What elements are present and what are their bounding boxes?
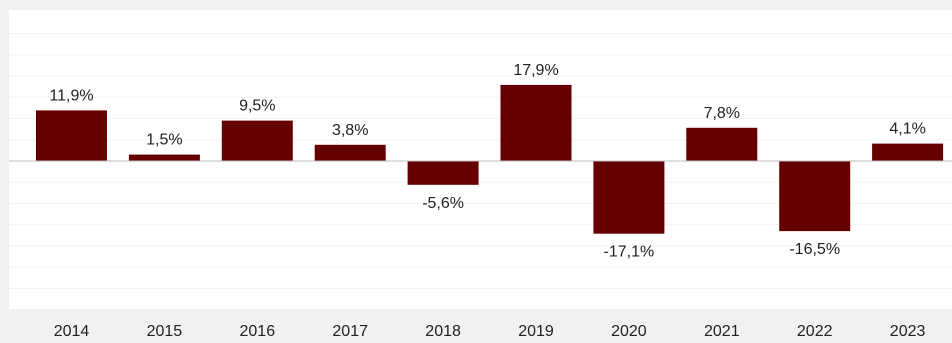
x-axis-ticks: 2014 2015 2016 2017 2018 2019 2020 2021 2022 2023 bbox=[54, 323, 926, 340]
bar-2023 bbox=[872, 143, 944, 161]
value-label-2016: 9,5% bbox=[239, 98, 275, 115]
value-label-2017: 3,8% bbox=[332, 122, 368, 139]
x-tick-2014: 2014 bbox=[54, 323, 90, 338]
x-tick-2017: 2017 bbox=[332, 323, 368, 338]
bar-2018 bbox=[407, 161, 479, 185]
bar-2015 bbox=[128, 154, 200, 161]
x-tick-2015: 2015 bbox=[147, 323, 183, 338]
value-label-2018: -5,6% bbox=[422, 195, 464, 212]
bar-2020 bbox=[593, 161, 665, 234]
x-tick-2016: 2016 bbox=[240, 323, 276, 338]
x-tick-2023: 2023 bbox=[890, 323, 926, 338]
value-label-2015: 1,5% bbox=[146, 132, 182, 149]
value-label-2020: -17,1% bbox=[604, 244, 655, 261]
value-label-2019: 17,9% bbox=[513, 62, 558, 79]
value-labels: 11,9% 1,5% 9,5% 3,8% -5,6% 17,9% -17,1% 7,8% -16… bbox=[49, 62, 925, 261]
x-tick-2021: 2021 bbox=[704, 323, 740, 338]
x-tick-2018: 2018 bbox=[425, 323, 461, 338]
bar-2021 bbox=[686, 127, 758, 161]
bar-2016 bbox=[221, 120, 293, 161]
bar-2017 bbox=[314, 144, 386, 161]
value-label-2014: 11,9% bbox=[49, 87, 93, 104]
x-tick-2020: 2020 bbox=[611, 323, 647, 338]
bar-2022 bbox=[779, 161, 851, 232]
value-label-2022: -16,5% bbox=[789, 241, 840, 258]
x-tick-2019: 2019 bbox=[518, 323, 554, 338]
bar-2019 bbox=[500, 84, 572, 161]
x-tick-2022: 2022 bbox=[797, 323, 833, 338]
value-label-2021: 7,8% bbox=[704, 105, 740, 122]
bars bbox=[36, 84, 944, 234]
value-label-2023: 4,1% bbox=[889, 121, 925, 138]
bar-2014 bbox=[36, 110, 107, 161]
